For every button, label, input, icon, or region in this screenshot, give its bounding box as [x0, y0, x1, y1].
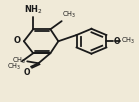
Text: CH$_3$: CH$_3$ [7, 62, 21, 72]
Text: CH$_3$: CH$_3$ [12, 56, 27, 66]
Text: CH$_3$: CH$_3$ [62, 9, 77, 20]
Text: NH$_2$: NH$_2$ [24, 3, 43, 16]
Text: CH$_3$: CH$_3$ [121, 36, 135, 46]
Text: O: O [114, 37, 120, 46]
Text: O: O [14, 36, 21, 45]
Text: O: O [24, 68, 31, 77]
